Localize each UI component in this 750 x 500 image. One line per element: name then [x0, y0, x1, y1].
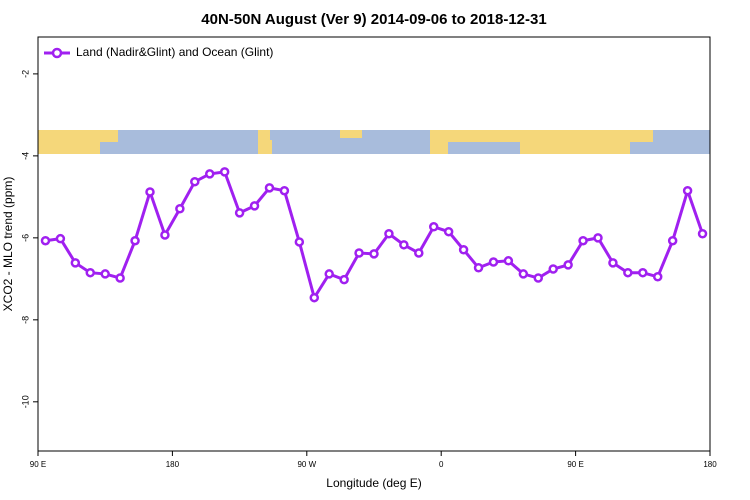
point — [414, 248, 424, 258]
point — [563, 260, 573, 270]
point — [219, 167, 230, 177]
point — [190, 176, 200, 187]
point — [294, 237, 305, 247]
point — [145, 187, 155, 197]
point — [638, 267, 648, 278]
x-tick-label: 90 E — [567, 460, 583, 469]
chart-title: 40N-50N August (Ver 9) 2014-09-06 to 201… — [201, 11, 546, 28]
point — [100, 269, 110, 279]
point — [443, 226, 454, 237]
point — [55, 233, 66, 244]
y-axis-label: XCO2 - MLO trend (ppm) — [1, 177, 15, 312]
point — [608, 258, 618, 268]
point — [518, 269, 529, 279]
legend-marker — [51, 47, 63, 59]
point — [279, 185, 290, 196]
point — [578, 235, 588, 246]
point — [399, 240, 409, 250]
point — [652, 272, 663, 282]
point — [667, 235, 678, 246]
point — [234, 208, 245, 218]
point — [503, 256, 514, 266]
point — [339, 274, 349, 285]
point — [130, 235, 140, 246]
y-tick-label: -8 — [20, 316, 30, 324]
y-tick-label: -4 — [20, 152, 30, 160]
y-tick-label: -10 — [20, 395, 30, 408]
point — [324, 269, 334, 279]
point — [369, 249, 379, 259]
point — [697, 229, 708, 239]
x-tick-label: 0 — [439, 460, 444, 469]
point — [548, 264, 558, 274]
point — [593, 233, 603, 243]
y-tick-label: -6 — [20, 234, 30, 242]
point — [533, 273, 544, 283]
point — [115, 273, 125, 283]
x-tick-label: 90 E — [30, 460, 46, 469]
point — [428, 222, 439, 232]
point — [264, 183, 275, 193]
legend-label: Land (Nadir&Glint) and Ocean (Glint) — [76, 45, 273, 59]
map-strip — [38, 130, 710, 154]
x-tick-label: 180 — [166, 460, 180, 469]
point — [40, 235, 51, 246]
x-tick-label: 90 W — [297, 460, 316, 469]
point — [160, 230, 170, 240]
point — [85, 267, 96, 278]
point — [354, 248, 364, 258]
point — [384, 229, 394, 239]
point — [309, 292, 320, 303]
point — [70, 258, 81, 268]
point — [175, 203, 185, 214]
x-axis-label: Longitude (deg E) — [326, 476, 421, 490]
point — [204, 169, 215, 179]
point — [623, 267, 633, 278]
point — [682, 185, 693, 196]
series-line — [45, 170, 704, 302]
point — [249, 201, 260, 211]
y-tick-label: -2 — [20, 70, 30, 78]
plot-frame — [37, 36, 711, 452]
point — [473, 263, 484, 273]
point — [458, 244, 469, 255]
point — [488, 257, 499, 267]
x-tick-label: 180 — [703, 460, 717, 469]
